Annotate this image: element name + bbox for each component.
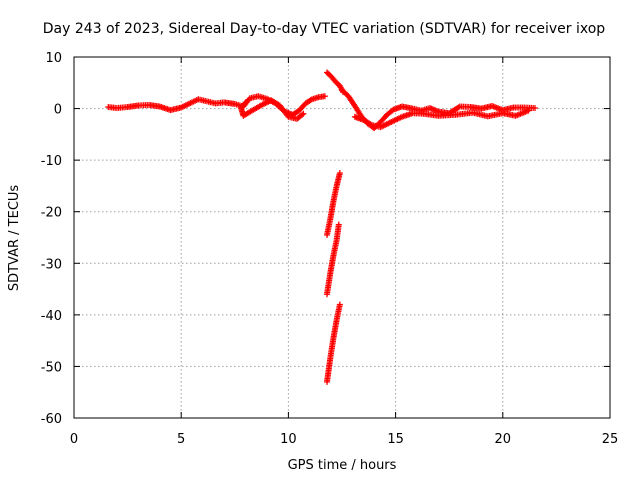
x-tick-label: 5 [177, 432, 185, 447]
y-tick-label: -60 [41, 412, 62, 427]
series-post-gap-lower-branch [351, 107, 532, 131]
x-tick-label: 15 [387, 432, 404, 447]
axis-ticks: 0 5 10 15 20 25 10 0 -10 -20 -30 -40 -50 -60 [41, 51, 619, 447]
series-main-trace [105, 93, 328, 118]
data-marks [105, 69, 538, 385]
y-tick-label: 10 [45, 51, 62, 66]
series-steep-dip-segment-1 [323, 170, 343, 238]
x-tick-label: 25 [602, 432, 619, 447]
plot-frame [73, 56, 611, 419]
series-steep-dip-segment-2 [323, 221, 342, 298]
y-tick-label: -50 [41, 360, 62, 375]
series-near-vertical-arc-a [323, 69, 347, 96]
series-main-trace-lower-branch [238, 97, 307, 122]
series-steep-dip-segment-3 [323, 301, 343, 385]
x-tick-label: 20 [495, 432, 512, 447]
y-tick-label: -40 [41, 309, 62, 324]
y-tick-label: -20 [41, 206, 62, 221]
x-tick-label: 0 [70, 432, 78, 447]
y-tick-label: -10 [41, 154, 62, 169]
y-axis-label: SDTVAR / TECUs [7, 185, 22, 292]
y-tick-label: 0 [54, 103, 62, 118]
x-tick-label: 10 [280, 432, 297, 447]
y-tick-label: -30 [41, 257, 62, 272]
chart-title: Day 243 of 2023, Sidereal Day-to-day VTE… [43, 21, 606, 37]
x-axis-label: GPS time / hours [288, 458, 397, 473]
